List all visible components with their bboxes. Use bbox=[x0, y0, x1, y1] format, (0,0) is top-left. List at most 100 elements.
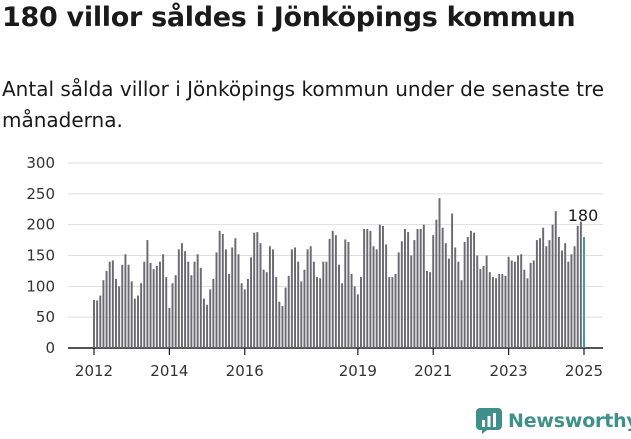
bar bbox=[491, 277, 494, 348]
bar bbox=[400, 241, 403, 348]
y-tick-label: 200 bbox=[26, 216, 55, 234]
bar bbox=[432, 235, 435, 348]
newsworthy-logo: Newsworthy bbox=[476, 408, 631, 434]
bar bbox=[523, 269, 526, 348]
bar bbox=[425, 270, 428, 348]
bar bbox=[473, 232, 476, 348]
bar bbox=[306, 249, 309, 348]
bar bbox=[155, 265, 158, 348]
bar bbox=[221, 233, 224, 348]
latest-value-label: 180 bbox=[568, 206, 599, 225]
bar bbox=[557, 237, 560, 348]
bar bbox=[469, 230, 472, 348]
bar bbox=[488, 272, 491, 348]
bar bbox=[143, 261, 146, 348]
bar bbox=[193, 261, 196, 348]
bar bbox=[372, 246, 375, 348]
brand-name: Newsworthy bbox=[508, 410, 631, 432]
bar bbox=[297, 261, 300, 348]
bar bbox=[121, 264, 124, 348]
bar bbox=[133, 298, 136, 348]
bar bbox=[564, 243, 567, 348]
bar bbox=[105, 270, 108, 348]
bar bbox=[341, 283, 344, 348]
bar bbox=[454, 247, 457, 348]
bar bbox=[542, 227, 545, 348]
bar bbox=[457, 261, 460, 348]
y-tick-label: 300 bbox=[26, 154, 55, 172]
x-tick-label: 2019 bbox=[339, 362, 377, 380]
bar bbox=[485, 255, 488, 348]
y-tick-label: 150 bbox=[26, 247, 55, 265]
bar bbox=[309, 246, 312, 348]
bar bbox=[441, 227, 444, 348]
bar bbox=[165, 277, 168, 348]
bar bbox=[174, 275, 177, 348]
bar bbox=[218, 230, 221, 348]
bar bbox=[504, 275, 507, 348]
chart-subtitle: Antal sålda villor i Jönköpings kommun u… bbox=[2, 77, 605, 132]
y-tick-label: 0 bbox=[45, 339, 55, 357]
bar bbox=[539, 238, 541, 348]
bar bbox=[212, 278, 215, 348]
bar bbox=[180, 243, 183, 348]
bar bbox=[168, 307, 171, 348]
bar bbox=[438, 198, 441, 348]
bar bbox=[410, 255, 413, 348]
bar bbox=[444, 243, 447, 348]
bar bbox=[325, 261, 328, 348]
bar bbox=[149, 262, 152, 348]
y-tick-label: 100 bbox=[26, 277, 55, 295]
bar bbox=[290, 249, 293, 348]
bar bbox=[184, 251, 187, 348]
bar bbox=[378, 224, 381, 348]
bar bbox=[272, 249, 275, 348]
bar bbox=[435, 219, 438, 348]
bar bbox=[413, 240, 416, 348]
bar bbox=[287, 275, 290, 348]
bar bbox=[108, 261, 111, 348]
bar bbox=[513, 261, 516, 348]
bar bbox=[253, 232, 256, 348]
bar bbox=[243, 289, 246, 348]
y-tick-label: 250 bbox=[26, 185, 55, 203]
bar bbox=[567, 261, 570, 348]
bar bbox=[312, 261, 315, 348]
bar bbox=[447, 258, 450, 348]
bar bbox=[111, 260, 114, 348]
bar bbox=[344, 239, 347, 348]
bar bbox=[507, 256, 510, 348]
bar bbox=[259, 243, 262, 348]
bar bbox=[130, 281, 133, 348]
bar bbox=[482, 265, 485, 348]
bar bbox=[196, 254, 199, 348]
bar bbox=[366, 228, 369, 348]
bar bbox=[397, 252, 400, 348]
bar bbox=[137, 295, 139, 348]
bar bbox=[463, 241, 466, 348]
x-tick-label: 2012 bbox=[75, 362, 113, 380]
bar bbox=[102, 280, 105, 348]
bar bbox=[300, 281, 303, 348]
bar bbox=[561, 250, 563, 348]
bar bbox=[375, 249, 378, 348]
bar bbox=[190, 275, 193, 348]
bar bbox=[363, 228, 366, 348]
bar bbox=[532, 260, 535, 348]
bar bbox=[146, 240, 149, 348]
bar bbox=[256, 232, 259, 348]
bar bbox=[234, 238, 237, 348]
bar bbox=[460, 280, 463, 348]
bar bbox=[140, 283, 143, 348]
bar bbox=[319, 278, 322, 348]
bar bbox=[360, 277, 362, 348]
bar bbox=[391, 277, 394, 348]
bar bbox=[281, 306, 284, 348]
y-tick-label: 50 bbox=[36, 308, 55, 326]
bar bbox=[498, 274, 501, 348]
bar bbox=[158, 261, 161, 348]
bar bbox=[162, 254, 165, 348]
bar bbox=[388, 277, 391, 348]
bar bbox=[356, 294, 359, 348]
bar bbox=[202, 298, 205, 348]
